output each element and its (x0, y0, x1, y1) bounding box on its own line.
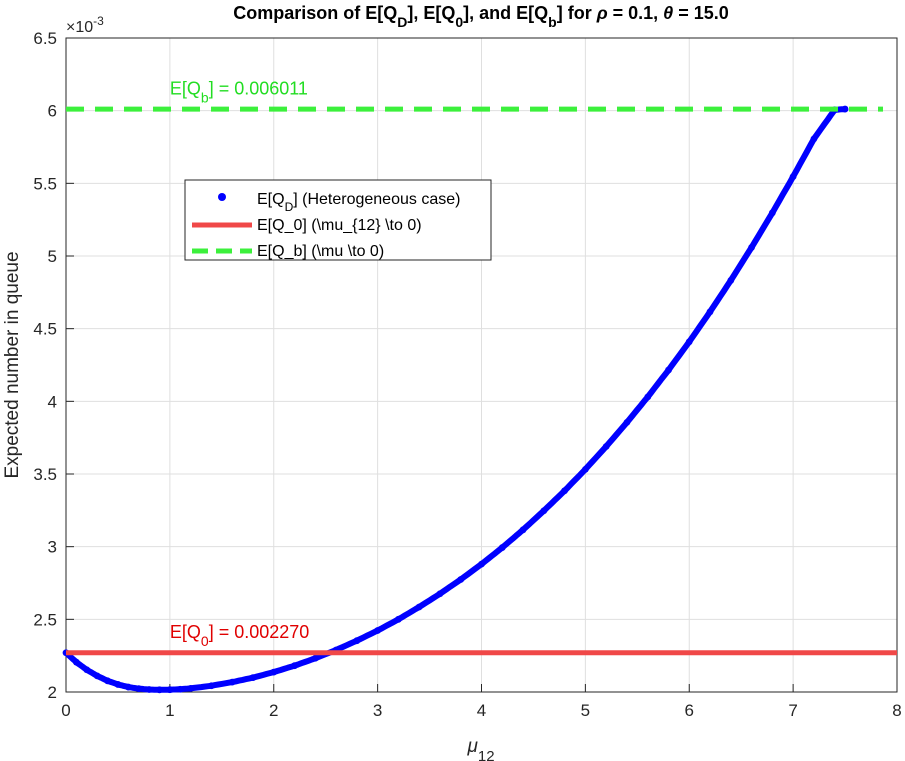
data-point (176, 685, 184, 693)
data-point (104, 677, 111, 685)
data-point (114, 681, 122, 688)
data-point (810, 135, 818, 143)
data-point (561, 487, 568, 495)
x-axis-label: μ12 (466, 736, 494, 761)
legend-marker-dots (218, 193, 226, 201)
data-point (166, 686, 174, 694)
y-tick-label: 4.5 (33, 320, 57, 339)
y-tick-label: 5 (48, 247, 57, 266)
x-tick-label: 5 (581, 701, 590, 720)
y-tick-label: 5.5 (33, 174, 57, 193)
x-tick-label: 4 (477, 701, 486, 720)
x-tick-label: 7 (788, 701, 797, 720)
data-point (156, 686, 163, 694)
y-tick-label: 3 (48, 538, 57, 557)
data-point (135, 685, 143, 693)
data-point (83, 666, 91, 674)
legend-label: E[Q_0] (\mu_{12} \to 0) (257, 217, 422, 234)
data-point (145, 686, 153, 693)
y-tick-label: 2 (48, 683, 57, 702)
data-point (841, 105, 849, 113)
annotations: E[Q0] = 0.002270 E[Qb] = 0.006011 (170, 79, 309, 650)
data-point (228, 678, 236, 686)
x-tick-label: 1 (165, 701, 174, 720)
data-point (249, 674, 257, 682)
data-point (706, 308, 714, 316)
y-tick-label: 6.5 (33, 29, 57, 48)
data-point (644, 393, 652, 401)
data-point (93, 672, 101, 680)
y-tick-label: 4 (48, 392, 57, 411)
data-point (602, 443, 610, 450)
data-point (436, 590, 444, 598)
data-point (581, 465, 589, 473)
legend-label: E[Q_b] (\mu \to 0) (257, 243, 384, 260)
x-tick-label: 3 (373, 701, 382, 720)
y-tick-label: 2.5 (33, 610, 57, 629)
data-point (665, 366, 672, 374)
data-point (270, 668, 278, 676)
annotation-label: E[Qb] = 0.006011 (170, 79, 308, 106)
data-point (374, 627, 382, 634)
data-point (291, 662, 298, 670)
data-point (519, 526, 527, 534)
data-point (311, 654, 319, 662)
data-point (415, 603, 423, 611)
data-point (353, 637, 361, 645)
axis-ticks: 0 1 2 3 4 5 6 7 8 2 2.5 3 3.5 4 4.5 5 5.5 6 6.5 (33, 29, 901, 720)
x-tick-label: 6 (685, 701, 694, 720)
y-tick-label: 3.5 (33, 465, 57, 484)
legend: E[QD] (Heterogeneous case) E[Q_0] (\mu_{1… (184, 179, 492, 261)
y-axis-label: Expected number in queue (2, 251, 23, 478)
legend-box (184, 179, 492, 261)
x-tick-label: 0 (61, 701, 70, 720)
data-point (768, 209, 776, 217)
data-point (748, 244, 755, 251)
legend-label: E[QD] (Heterogeneous case) (257, 191, 460, 214)
data-point (789, 173, 797, 181)
x-tick-label: 2 (269, 701, 278, 720)
data-point (623, 419, 631, 426)
data-point (72, 658, 80, 666)
x-tick-label: 8 (892, 701, 901, 720)
data-point (208, 682, 215, 690)
series-layer (62, 105, 897, 694)
data-point (498, 544, 506, 551)
data-point (478, 560, 485, 568)
chart-title: Comparison of E[QD], E[Q0], and E[Qb] fo… (233, 3, 729, 30)
y-axis-exponent: ×10-3 (66, 14, 104, 36)
y-tick-label: 6 (48, 102, 57, 121)
annotation-label: E[Q0] = 0.002270 (170, 622, 309, 649)
data-point (540, 507, 548, 515)
data-point (685, 338, 693, 346)
data-point (395, 615, 402, 623)
grid-lines (65, 37, 898, 693)
data-point (187, 684, 195, 692)
data-point (124, 683, 132, 691)
data-point (727, 277, 735, 284)
data-point (457, 576, 465, 583)
